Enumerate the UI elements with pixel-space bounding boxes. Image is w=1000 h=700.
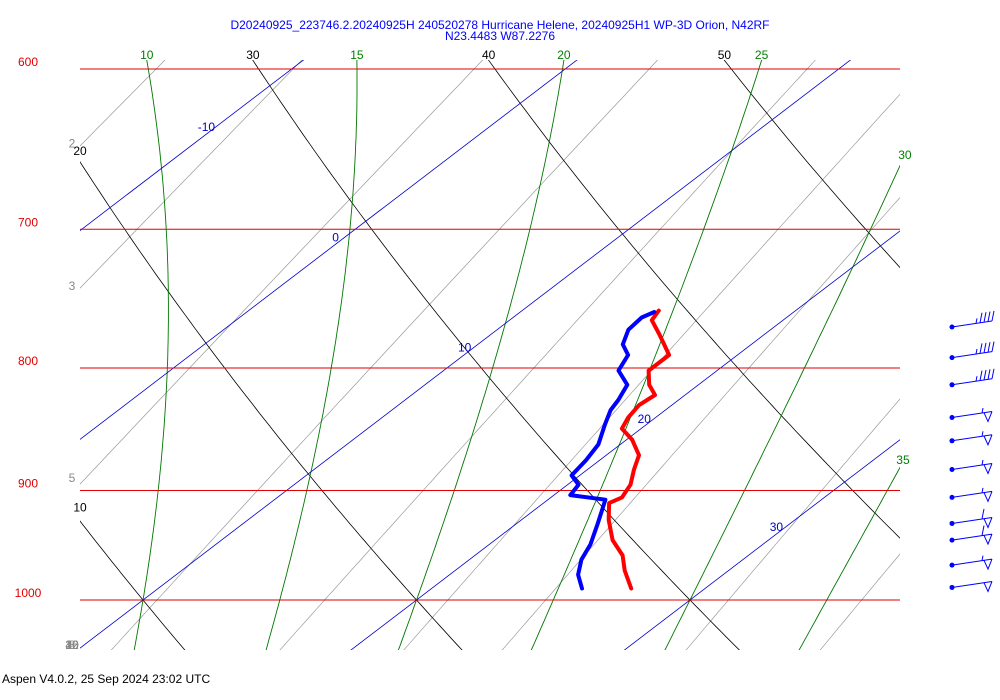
isotherm [623,439,900,650]
dry-adiabat [80,161,463,650]
mixing-ratio-line [80,60,166,147]
mixing-ratio-line [685,398,900,650]
moist-adiabat-label: 25 [755,48,769,62]
mixing-ratio-label: 3 [69,279,76,293]
mixing-ratio-label: 16 [65,638,79,652]
wind-barb [951,341,995,359]
wind-barb [951,580,993,593]
plot-area [80,60,900,650]
wind-barb [951,487,993,503]
moist-adiabat [798,466,900,650]
dewpoint-profile [568,310,657,591]
wind-barb [951,459,993,475]
mixing-ratio-line [80,60,484,485]
dry-adiabat-label: 30 [246,48,260,62]
wind-barb [951,368,995,386]
wind-barb [951,555,993,571]
isotherm [80,60,305,232]
mixing-ratio-line [80,60,303,289]
moist-adiabat-label: 10 [140,48,154,62]
wind-barb [951,310,995,328]
wind-barb [951,508,993,529]
mixing-ratio-label: 2 [69,136,76,150]
mixing-ratio-line [279,60,816,650]
dry-adiabat [723,60,900,269]
pressure-label: 700 [18,215,38,229]
dry-adiabat [487,60,900,539]
isotherm [80,60,578,440]
mixing-ratio-line [501,196,900,650]
mixing-ratio-label: 5 [69,471,76,485]
footer: Aspen V4.0.2, 25 Sep 2024 23:02 UTC [2,672,210,686]
moist-adiabat [265,60,358,650]
moist-adiabat-label: 15 [350,48,364,62]
moist-adiabat [397,60,565,650]
moist-adiabat-label: 30 [898,148,912,162]
chart-subtitle: N23.4483 W87.2276 [445,29,555,43]
mixing-ratio-label: 12 [65,638,79,652]
mixing-ratio-label: 8 [69,638,76,652]
mixing-ratio-line [819,553,900,650]
mixing-ratio-label: 40 [65,638,79,652]
temperature-profile [606,308,672,591]
dry-adiabat [80,520,186,650]
wind-barb [951,525,993,546]
isotherm [350,230,900,650]
moist-adiabat-label: 35 [896,453,910,467]
isotherm-label: 20 [638,412,652,426]
isotherm-label: 10 [458,341,472,355]
isotherm-label: 30 [770,520,784,534]
moist-adiabat-label: 20 [557,48,571,62]
wind-barb [951,407,993,423]
moist-adiabat [664,164,900,650]
pressure-label: 1000 [15,586,42,600]
moist-adiabat [133,60,169,650]
dry-adiabat-label: 20 [73,144,87,158]
wind-barb [951,431,993,447]
isotherm-label: 0 [332,230,339,244]
mixing-ratio-label: 30 [65,638,79,652]
mixing-ratio-label: 20 [65,638,79,652]
pressure-label: 900 [18,477,38,491]
pressure-label: 800 [18,354,38,368]
mixing-ratio-line [110,60,659,650]
pressure-label: 600 [18,55,38,69]
dry-adiabat-label: 10 [73,501,87,515]
chart-title: D20240925_223746.2.20240925H 240520278 H… [230,18,769,32]
isotherm-label: -10 [198,120,216,134]
moist-adiabat [530,60,763,650]
isotherm [80,60,852,649]
dry-adiabat-label: 50 [718,48,732,62]
dry-adiabat-label: 40 [482,48,496,62]
dry-adiabat [252,60,740,650]
mixing-ratio-line [403,93,900,650]
